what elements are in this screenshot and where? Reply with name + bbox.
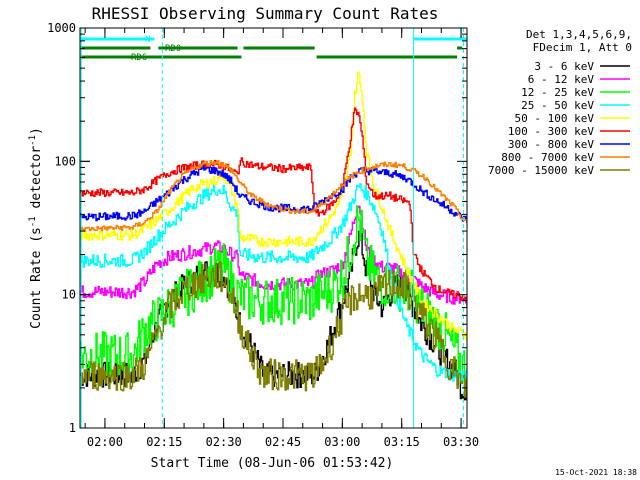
legend-label-8: 800 - 7000 keV: [501, 151, 594, 164]
legend-header-line-1: Det 1,3,4,5,6,9,: [526, 28, 632, 41]
timestamp: 15-Oct-2021 18:38: [555, 468, 637, 477]
legend-label-2: 6 - 12 keV: [528, 73, 595, 86]
series-line-4: [80, 183, 467, 382]
plot-area: N RD0 RD6 1 10 100 1000 02:00 02:15 02:30 02:45 03:…: [47, 21, 479, 449]
legend-label-5: 50 - 100 keV: [515, 112, 595, 125]
y-tick-label: 1000: [47, 21, 76, 35]
legend-label-7: 300 - 800 keV: [508, 138, 594, 151]
series-group: [80, 71, 467, 401]
y-axis-label-text: Count Rate (s: [29, 227, 44, 329]
series-line-8: [80, 160, 467, 232]
y-axis-label-end: ): [29, 127, 44, 135]
x-tick-label: 03:15: [384, 435, 420, 449]
legend-label-1: 3 - 6 keV: [534, 60, 594, 73]
legend-label-6: 100 - 300 keV: [508, 125, 594, 138]
flag-label-n: N: [145, 35, 150, 45]
series-line-6: [80, 107, 467, 301]
x-tick-label: 02:00: [87, 435, 123, 449]
x-tick-label: 02:45: [265, 435, 301, 449]
y-axis-label: Count Rate (s-1 detector-1): [28, 127, 44, 329]
legend-label-4: 25 - 50 keV: [521, 99, 594, 112]
y-tick-label: 10: [62, 288, 76, 302]
series-line-5: [80, 71, 467, 341]
plot-frame: [79, 27, 468, 429]
x-tick-label: 02:15: [146, 435, 182, 449]
flag-label-rd0: RD0: [165, 44, 181, 54]
svg-text:Count Rate (s-1 detector-1): Count Rate (s-1 detector-1): [28, 127, 44, 329]
legend-label-3: 12 - 25 keV: [521, 86, 594, 99]
y-axis-label-sup2: -1: [28, 135, 38, 146]
series-line-7: [80, 165, 467, 223]
x-axis-label: Start Time (08-Jun-06 01:53:42): [151, 456, 394, 471]
legend-label-9: 7000 - 15000 keV: [488, 164, 594, 177]
legend-header-line-2: FDecim 1, Att 0: [533, 41, 632, 54]
series-line-9: [80, 261, 467, 398]
x-tick-label: 03:30: [443, 435, 479, 449]
chart-title: RHESSI Observing Summary Count Rates: [92, 4, 439, 23]
x-tick-label: 03:00: [324, 435, 360, 449]
y-tick-label: 1: [69, 421, 76, 435]
y-axis-label-sup1: -1: [28, 216, 38, 227]
y-axis-label-text2: detector: [29, 146, 44, 217]
flag-label-rd6: RD6: [131, 53, 147, 63]
y-tick-label: 100: [54, 154, 76, 168]
x-tick-label: 02:30: [206, 435, 242, 449]
